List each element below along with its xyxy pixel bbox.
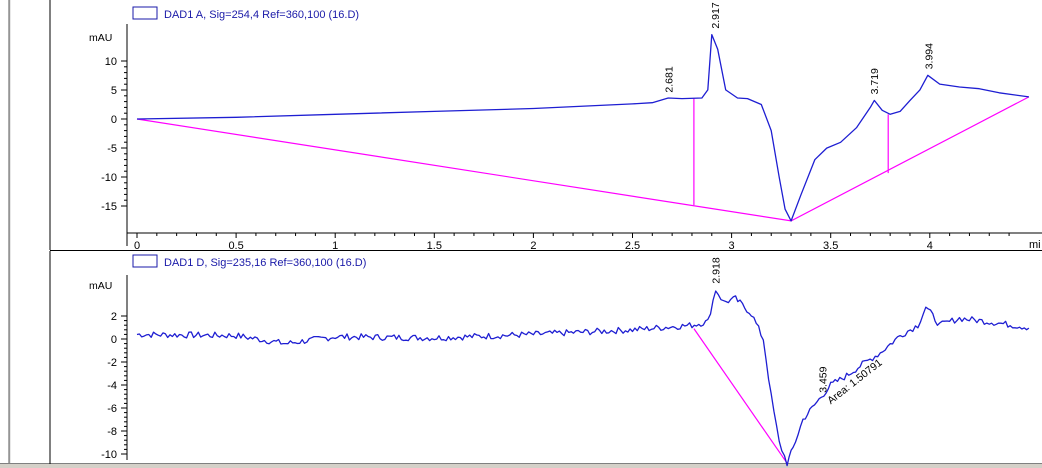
peak-labels-a: 2.681 2.917 3.719 3.994 — [663, 2, 935, 94]
peak-retention-label: 3.994 — [924, 43, 936, 69]
y-tick-label: 10 — [105, 56, 117, 68]
legend-label-d: DAD1 D, Sig=235,16 Ref=360,100 (16.D) — [164, 257, 366, 269]
x-axis-unit: mi — [1029, 239, 1041, 251]
x-tick-label: 0.5 — [228, 240, 243, 252]
x-tick-label: 1 — [332, 240, 338, 252]
peak-retention-label: 2.917 — [710, 2, 722, 28]
x-tick-label: 1.5 — [427, 240, 442, 252]
x-tick-label: 0 — [134, 240, 140, 252]
y-tick-label: 0 — [111, 114, 117, 126]
peak-retention-label: 3.719 — [869, 68, 881, 94]
integration-baseline — [693, 328, 788, 464]
y-axis-a: 10 5 0 -5 -10 -15 — [101, 24, 128, 246]
x-tick-label: 2 — [530, 240, 536, 252]
y-tick-label: 2 — [111, 311, 117, 323]
y-tick-label: -4 — [107, 380, 117, 392]
legend-swatch-a — [132, 6, 158, 20]
signal-panel-dad1-a: DAD1 A, Sig=254,4 Ref=360,100 (16.D) mAU… — [49, 0, 1042, 252]
series-d — [136, 290, 1030, 467]
legend-label-a: DAD1 A, Sig=254,4 Ref=360,100 (16.D) — [164, 9, 359, 21]
y-axis-unit-d: mAU — [89, 280, 112, 292]
peak-retention-label: 2.918 — [710, 257, 722, 283]
signal-trace — [136, 33, 1029, 222]
y-tick-label: -10 — [101, 172, 117, 184]
legend-swatch-d — [132, 254, 158, 268]
series-a — [136, 33, 1029, 222]
x-tick-label: 3 — [729, 240, 735, 252]
y-axis-unit-a: mAU — [89, 32, 112, 44]
y-tick-label: -6 — [107, 403, 117, 415]
y-tick-label: -8 — [107, 426, 117, 438]
x-axis-a: 0 0.5 1 1.5 2 2.5 3 3.5 4 — [127, 232, 1042, 252]
x-tick-label: 3.5 — [823, 240, 838, 252]
peak-retention-label: 2.681 — [663, 66, 675, 92]
y-tick-label: -10 — [101, 449, 117, 461]
x-tick-label: 4 — [927, 240, 933, 252]
baselines-d — [693, 328, 788, 464]
y-tick-label: 5 — [111, 85, 117, 97]
y-axis-d: 2 0 -2 -4 -6 -8 -10 — [101, 275, 128, 461]
y-tick-label: 0 — [111, 334, 117, 346]
status-bar-strip — [0, 464, 1042, 468]
y-tick-label: -15 — [101, 201, 117, 213]
x-tick-label: 2.5 — [625, 240, 640, 252]
peak-labels-d: 2.918 3.459 — [710, 257, 829, 393]
signal-trace — [136, 290, 1030, 467]
y-tick-label: -5 — [107, 143, 117, 155]
y-tick-label: -2 — [107, 357, 117, 369]
peak-retention-label: 3.459 — [818, 366, 830, 392]
